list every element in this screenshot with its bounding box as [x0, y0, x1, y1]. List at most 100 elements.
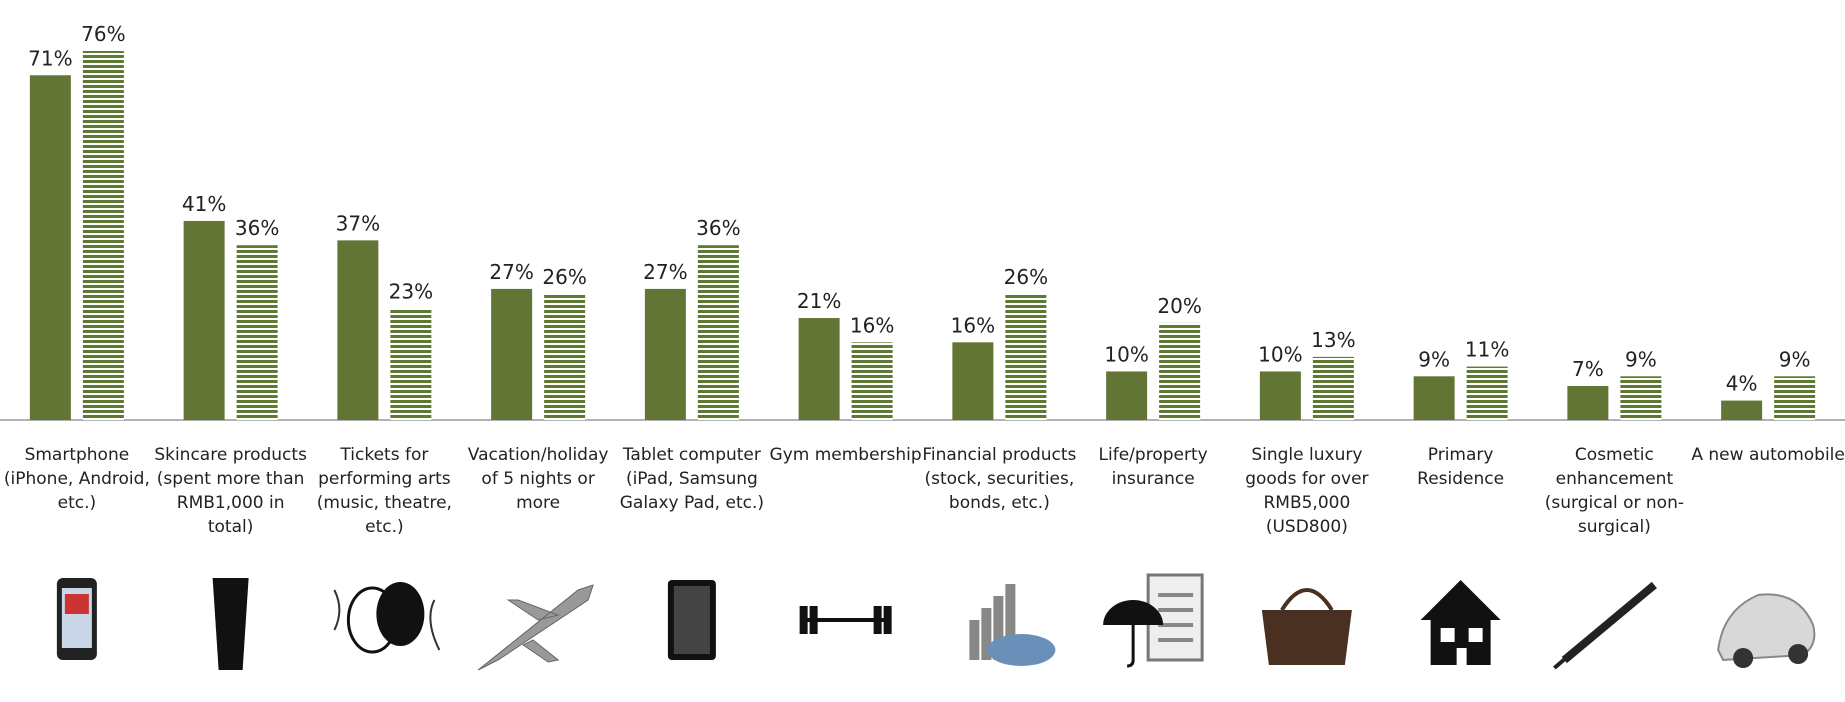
bar	[952, 342, 994, 420]
bar	[337, 240, 379, 420]
icon-shape	[333, 589, 441, 651]
data-label: 10%	[1258, 342, 1302, 366]
icon-shape	[1788, 644, 1809, 664]
bar	[1567, 386, 1609, 420]
icon-shape	[1280, 588, 1334, 612]
icon-shape	[981, 608, 992, 660]
icon-shape	[212, 578, 249, 670]
data-label: 16%	[850, 313, 894, 337]
icon-shape	[969, 620, 980, 660]
bar	[29, 75, 71, 421]
icon	[667, 580, 716, 660]
bar	[82, 51, 124, 420]
data-label: 76%	[81, 22, 125, 46]
bar	[1159, 322, 1201, 420]
bar	[798, 318, 840, 420]
icon-shape	[987, 634, 1056, 666]
x-tick-label: Smartphone (iPhone, Android, etc.)	[3, 445, 150, 513]
data-label: 27%	[643, 260, 687, 284]
x-tick-label: Tickets for performing arts (music, thea…	[316, 445, 452, 537]
icon	[1103, 573, 1204, 668]
icon-shape	[1127, 625, 1135, 668]
x-tick-label: Primary Residence	[1417, 445, 1505, 489]
data-label: 10%	[1104, 342, 1148, 366]
bar	[236, 245, 278, 420]
icon	[1717, 593, 1816, 668]
bar	[183, 220, 225, 420]
icon	[212, 578, 249, 670]
data-label: 23%	[389, 279, 433, 303]
icon-shape	[1103, 600, 1164, 625]
data-label: 9%	[1418, 347, 1450, 371]
data-label: 7%	[1572, 357, 1604, 381]
bar	[1620, 376, 1662, 420]
bar	[390, 308, 432, 420]
icon-shape	[376, 582, 425, 646]
bar	[1774, 376, 1816, 420]
icon-shape	[1440, 628, 1455, 642]
data-label: 41%	[182, 192, 226, 216]
bar	[1466, 366, 1508, 420]
icon-shape	[1717, 593, 1816, 662]
icon-shape	[64, 594, 89, 614]
data-label: 36%	[696, 216, 740, 240]
icon	[1261, 588, 1352, 665]
data-label: 16%	[951, 313, 995, 337]
icon-shape	[673, 586, 710, 654]
data-label: 37%	[336, 211, 380, 235]
bar	[851, 342, 893, 420]
bar	[544, 293, 586, 420]
x-tick-label: Cosmetic enhancement (surgical or non-su…	[1544, 445, 1684, 537]
x-tick-label: Tablet computer (iPad, Samsung Galaxy Pa…	[619, 445, 765, 513]
data-label: 20%	[1157, 294, 1201, 318]
data-label: 11%	[1465, 338, 1509, 362]
icon-shape	[1561, 581, 1657, 664]
x-tick-label: Gym membership	[769, 445, 922, 465]
icon	[333, 582, 441, 654]
x-tick-label: Vacation/holiday of 5 nights or more	[467, 445, 609, 513]
icon	[799, 606, 892, 634]
bar	[1005, 293, 1047, 420]
bar	[1413, 376, 1455, 420]
icon-shape	[1005, 584, 1016, 660]
icon-shape	[809, 606, 818, 634]
icon-shape	[1456, 648, 1467, 665]
bar	[1721, 400, 1763, 420]
data-label: 26%	[542, 265, 586, 289]
icon-shape	[1733, 648, 1754, 668]
data-label: 4%	[1726, 372, 1758, 396]
bar	[697, 245, 739, 420]
bar	[644, 288, 686, 420]
icon-shape	[883, 606, 892, 634]
data-label: 27%	[489, 260, 533, 284]
icon-shape	[873, 606, 882, 634]
icon-shape	[1261, 610, 1352, 665]
bar	[1312, 356, 1354, 420]
icon-shape	[799, 606, 808, 634]
icon-shape	[993, 596, 1004, 660]
icon	[1420, 580, 1501, 665]
icon-shape	[1553, 653, 1571, 670]
icon	[969, 584, 1056, 666]
data-label: 9%	[1625, 347, 1657, 371]
x-tick-label: Skincare products (spent more than RMB1,…	[154, 445, 307, 537]
data-label: 71%	[28, 46, 72, 70]
icon	[477, 584, 594, 671]
icon-shape	[1468, 628, 1483, 642]
bar	[1259, 371, 1301, 420]
bar	[1106, 371, 1148, 420]
x-tick-label: Financial products (stock, securities, b…	[922, 445, 1077, 513]
icon-shape	[477, 584, 594, 671]
x-tick-label: Single luxury goods for over RMB5,000 (U…	[1245, 445, 1369, 537]
data-label: 36%	[235, 216, 279, 240]
data-label: 26%	[1004, 265, 1048, 289]
bar	[491, 288, 533, 420]
icon-shape	[1420, 580, 1501, 665]
icon	[1553, 581, 1657, 670]
data-label: 21%	[797, 289, 841, 313]
data-label: 13%	[1311, 328, 1355, 352]
x-tick-label: Life/property insurance	[1098, 445, 1208, 489]
data-label: 9%	[1779, 347, 1811, 371]
